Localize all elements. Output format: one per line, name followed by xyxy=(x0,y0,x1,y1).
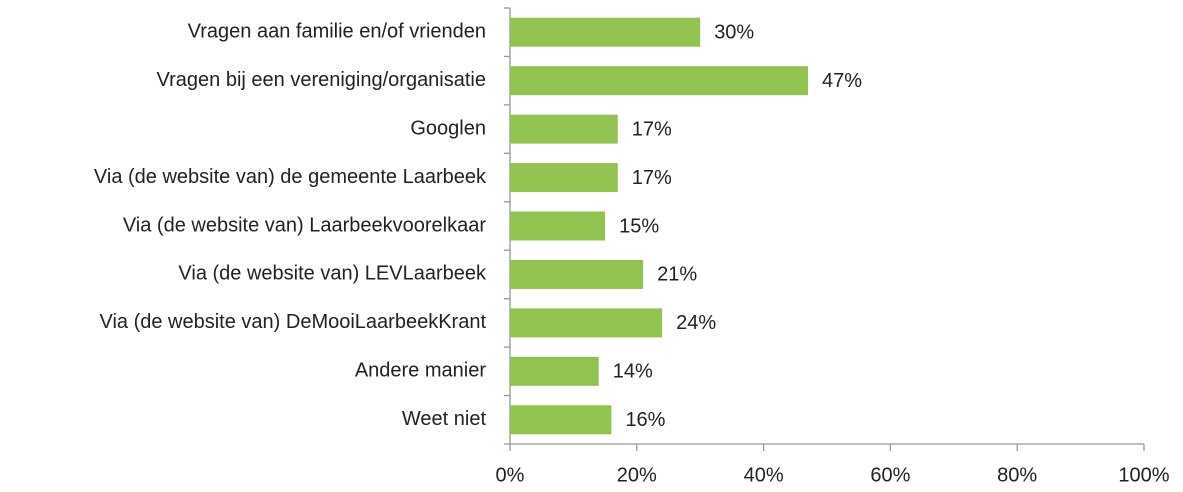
bar xyxy=(510,211,606,241)
bar xyxy=(510,405,612,435)
bar xyxy=(510,259,644,289)
x-tick-label: 0% xyxy=(496,464,525,486)
bar xyxy=(510,114,618,144)
value-label: 16% xyxy=(625,409,665,431)
y-tick-label: Vragen aan familie en/of vrienden xyxy=(188,21,486,43)
value-label: 17% xyxy=(632,118,672,140)
y-tick-label: Weet niet xyxy=(402,408,487,430)
x-tick-label: 100% xyxy=(1118,464,1169,486)
value-label: 21% xyxy=(657,264,697,286)
x-tick-label: 40% xyxy=(744,464,784,486)
y-tick-label: Via (de website van) LEVLaarbeek xyxy=(178,263,487,285)
value-label: 14% xyxy=(613,361,653,383)
bar xyxy=(510,356,599,386)
y-tick-label: Via (de website van) Laarbeekvoorelkaar xyxy=(123,214,487,236)
x-tick-label: 60% xyxy=(870,464,910,486)
y-tick-label: Via (de website van) DeMooiLaarbeekKrant xyxy=(99,311,486,333)
value-label: 47% xyxy=(822,70,862,92)
bar xyxy=(510,17,701,47)
value-label: 24% xyxy=(676,312,716,334)
bar xyxy=(510,308,663,338)
value-label: 15% xyxy=(619,215,659,237)
value-label: 30% xyxy=(714,22,754,44)
y-tick-label: Via (de website van) de gemeente Laarbee… xyxy=(94,166,487,188)
x-tick-label: 80% xyxy=(997,464,1037,486)
y-tick-label: Andere manier xyxy=(355,360,487,382)
x-tick-label: 20% xyxy=(617,464,657,486)
bar xyxy=(510,163,618,193)
value-label: 17% xyxy=(632,167,672,189)
y-tick-label: Vragen bij een vereniging/organisatie xyxy=(157,69,486,91)
y-tick-label: Googlen xyxy=(410,117,486,139)
bar xyxy=(510,66,808,96)
